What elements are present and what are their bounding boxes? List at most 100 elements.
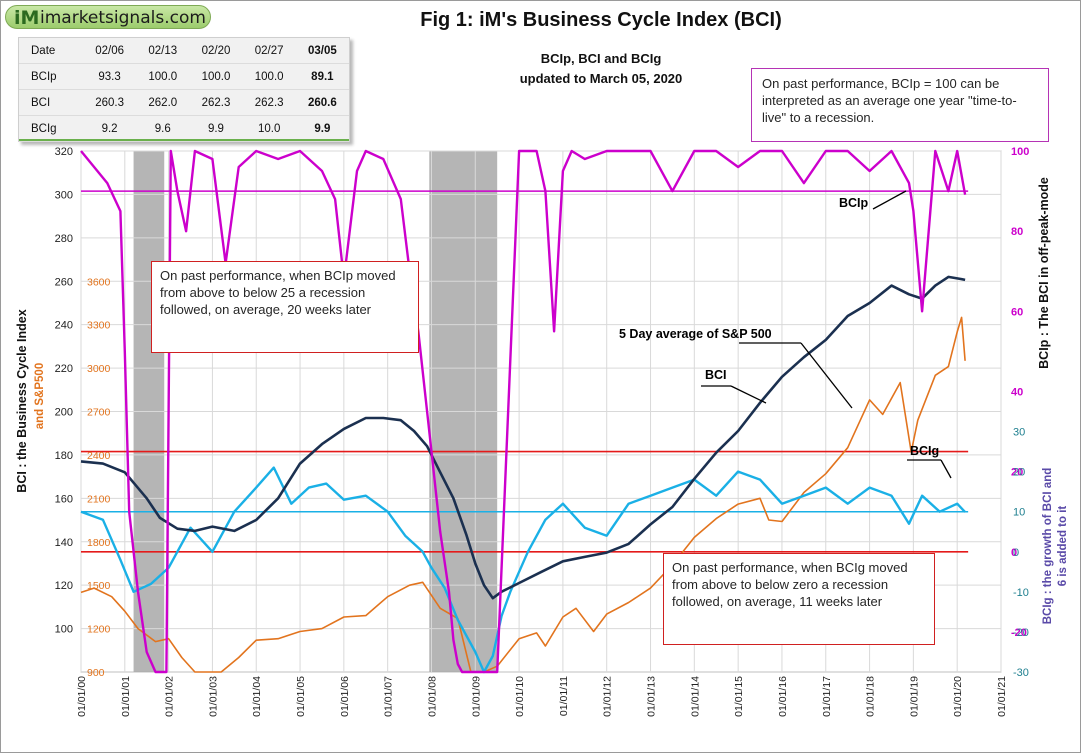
table-header-row: Date 02/06 02/13 02/20 02/27 03/05 [19, 38, 349, 64]
y-right-bcig-tick-label: 30 [1013, 427, 1025, 439]
x-tick-label: 01/01/08 [426, 676, 438, 717]
row-label: BCIg [19, 115, 83, 142]
table-cell: 89.1 [295, 63, 349, 90]
y-left-tick-label: 280 [55, 233, 73, 245]
bcip-callout-line [872, 190, 907, 210]
y-left-tick-label: 320 [55, 146, 73, 158]
summary-table: Date 02/06 02/13 02/20 02/27 03/05 BCIp … [18, 37, 350, 142]
annotation-bcip-rule: On past performance, when BCIp moved fro… [151, 261, 419, 353]
site-logo[interactable]: iM imarketsignals.com [5, 5, 211, 29]
y-right-bcig-tick-label: -20 [1013, 627, 1029, 639]
x-tick-label: 01/01/14 [689, 676, 701, 717]
table-header-cell: 02/20 [189, 38, 243, 64]
bcip-label: BCIp [839, 196, 869, 210]
x-tick-label: 01/01/10 [514, 676, 526, 717]
y-right-bcip-tick-label: 80 [1011, 226, 1023, 238]
y-left-tick-label: 180 [55, 450, 73, 462]
x-tick-label: 01/01/18 [865, 676, 877, 717]
x-tick-label: 01/01/15 [733, 676, 745, 717]
y-right-bcig-tick-label: -30 [1013, 667, 1029, 679]
table-header-cell: 02/13 [136, 38, 190, 64]
bci-series-line [80, 275, 966, 600]
bcip-series-line [80, 149, 967, 674]
table-cell: 262.3 [242, 89, 296, 116]
bci-callout-line [730, 385, 767, 404]
y-left-tick-label: 300 [55, 189, 73, 201]
table-cell: 100.0 [136, 63, 190, 90]
y-left-axis-title: BCI : the Business Cycle Index [15, 309, 29, 492]
y-sp500-tick-label: 3600 [87, 276, 111, 288]
table-cell: 9.2 [83, 115, 137, 142]
x-tick-label: 01/01/17 [821, 676, 833, 717]
x-tick-label: 01/01/21 [996, 676, 1008, 717]
x-tick-label: 01/01/13 [646, 676, 658, 717]
sp500-callout-line [800, 342, 853, 409]
table-cell: 100.0 [242, 63, 296, 90]
y-sp500-tick-label: 3000 [87, 363, 111, 375]
bcig-series-line [80, 466, 966, 674]
sp500-label: 5 Day average of S&P 500 [619, 327, 772, 341]
chart-subtitle-line-1: BCIp, BCI and BCIg [540, 51, 662, 66]
y-right-bcig-tick-label: 0 [1013, 547, 1019, 559]
table-row: BCI 260.3 262.0 262.3 262.3 260.6 [19, 89, 349, 116]
y-right-bcip-tick-label: 40 [1011, 386, 1023, 398]
table-cell: 9.9 [189, 115, 243, 142]
x-tick-label: 01/01/01 [120, 676, 132, 717]
y-right-bcip-axis-title: BCIp : The BCI in off-peak-mode [1037, 177, 1051, 369]
table-cell: 262.3 [189, 89, 243, 116]
y-left-tick-label: 120 [55, 580, 73, 592]
annotation-bcig-rule: On past performance, when BCIg moved fro… [663, 553, 935, 645]
y-sp500-tick-label: 2700 [87, 407, 111, 419]
annotation-bcip-time-to-live: On past performance, BCIp = 100 can be i… [751, 68, 1049, 142]
x-tick-label: 01/01/19 [908, 676, 920, 717]
y-right-bcip-tick-label: 20 [1011, 467, 1023, 479]
x-tick-label: 01/01/12 [602, 676, 614, 717]
bcig-label: BCIg [910, 444, 939, 458]
table-cell: 100.0 [189, 63, 243, 90]
chart-subtitle-line-2: updated to March 05, 2020 [519, 71, 683, 86]
table-cell: 9.6 [136, 115, 190, 142]
y-right-bcip-tick-label: 0 [1011, 547, 1017, 559]
row-label: BCIp [19, 63, 83, 90]
y-sp500-axis-title: and S&P500 [34, 363, 46, 429]
x-tick-label: 01/01/11 [558, 676, 570, 716]
y-right-bcig-tick-label: -10 [1013, 587, 1029, 599]
table-header-cell: Date [19, 38, 83, 64]
table-header-cell: 02/27 [242, 38, 296, 64]
table-header-cell: 02/06 [83, 38, 137, 64]
y-left-tick-label: 160 [55, 493, 73, 505]
y-left-tick-label: 200 [55, 407, 73, 419]
x-tick-label: 01/01/03 [207, 676, 219, 717]
table-row: BCIp 93.3 100.0 100.0 100.0 89.1 [19, 63, 349, 90]
x-tick-label: 01/01/00 [76, 676, 88, 717]
x-tick-label: 01/01/04 [251, 676, 263, 717]
x-tick-label: 01/01/16 [777, 676, 789, 717]
table-cell: 9.9 [295, 115, 349, 142]
y-right-bcip-tick-label: 60 [1011, 306, 1023, 318]
row-label: BCI [19, 89, 83, 116]
y-right-bcip-tick-label: 100 [1011, 146, 1029, 158]
y-sp500-tick-label: 2400 [87, 450, 111, 462]
y-left-tick-label: 220 [55, 363, 73, 375]
x-tick-label: 01/01/06 [339, 676, 351, 717]
y-sp500-tick-label: 1500 [87, 580, 111, 592]
bcig-callout-line [940, 459, 952, 479]
y-sp500-tick-label: 1800 [87, 537, 111, 549]
x-tick-label: 01/01/20 [952, 676, 964, 717]
table-accent-bar [19, 139, 349, 141]
logo-mark: iM [14, 7, 40, 29]
table-cell: 262.0 [136, 89, 190, 116]
y-right-bcip-tick-label: -20 [1011, 627, 1027, 639]
sp500-series-line [80, 316, 966, 673]
table-cell: 10.0 [242, 115, 296, 142]
table-row: BCIg 9.2 9.6 9.9 10.0 9.9 [19, 115, 349, 142]
chart-title: Fig 1: iM's Business Cycle Index (BCI) [420, 9, 782, 31]
x-tick-label: 01/01/09 [470, 676, 482, 717]
y-sp500-tick-label: 2100 [87, 493, 111, 505]
x-tick-label: 01/01/07 [383, 676, 395, 717]
x-tick-label: 01/01/02 [164, 676, 176, 717]
y-left-tick-label: 140 [55, 537, 73, 549]
table-header-cell: 03/05 [295, 38, 349, 64]
y-sp500-tick-label: 900 [87, 667, 105, 679]
